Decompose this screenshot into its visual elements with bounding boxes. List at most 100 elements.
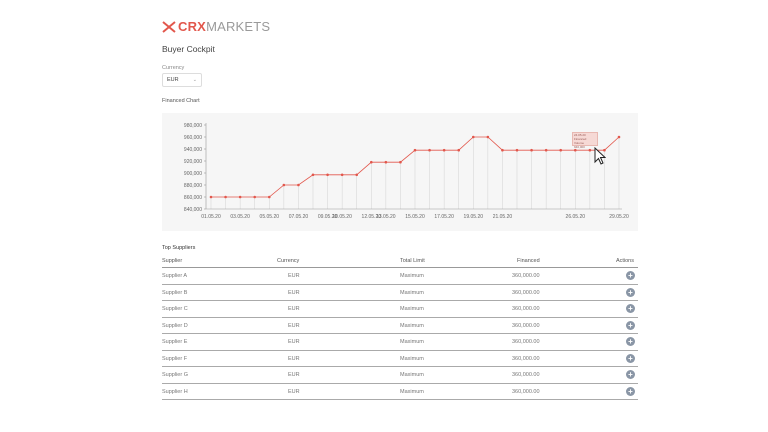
data-point [340, 173, 344, 177]
cell-supplier: Supplier D [162, 322, 188, 329]
cell-currency: EUR [288, 355, 300, 362]
x-tick-label: 03.05.20 [230, 214, 250, 220]
add-action-button[interactable]: + [626, 353, 635, 363]
cell-currency: EUR [288, 322, 300, 329]
cell-financed: 360,000.00 [512, 355, 540, 362]
x-tick-label: 09.05.20 [318, 214, 338, 220]
y-tick-label: 940,000 [184, 147, 202, 153]
cell-supplier: Supplier C [162, 306, 188, 312]
page-title: Buyer Cockpit [162, 44, 215, 54]
brand-name-part2: MARKETS [206, 19, 271, 34]
cell-total-limit: Maximum [400, 355, 424, 362]
table-row: Supplier D EUR Maximum 360,000.00 + [162, 318, 638, 334]
currency-select-value: EUR [167, 77, 179, 83]
x-tick-label: 12.05.20 [362, 214, 382, 220]
cell-currency: EUR [288, 273, 300, 279]
x-tick-label: 05.05.20 [260, 214, 280, 220]
brand-logo[interactable]: CRXMARKETS [162, 19, 270, 35]
table-body: Supplier A EUR Maximum 360,000.00 + Supplier … [162, 268, 638, 400]
table-row: Supplier C EUR Maximum 360,000.00 + [162, 301, 638, 318]
x-tick-label: 17.05.20 [434, 214, 454, 220]
cell-total-limit: Maximum [400, 339, 424, 345]
x-tick-label: 21.05.20 [493, 214, 513, 220]
data-point [238, 195, 242, 199]
data-point [457, 148, 461, 152]
suppliers-table: Supplier Currency Total Limit Financed A… [162, 255, 638, 400]
cell-total-limit: Maximum [400, 388, 424, 395]
data-point [326, 173, 329, 177]
tooltip-date: 24.05.20 [574, 133, 586, 137]
cell-total-limit: Maximum [400, 273, 424, 279]
data-point [209, 195, 213, 199]
cell-supplier: Supplier E [162, 339, 188, 345]
add-action-button[interactable]: + [626, 386, 635, 396]
table-row: Supplier E EUR Maximum 360,000.00 + [162, 334, 638, 351]
add-action-button[interactable]: + [626, 287, 635, 297]
cell-currency: EUR [288, 339, 300, 345]
data-point [530, 148, 533, 152]
header-total-limit: Total Limit [400, 258, 425, 264]
data-point [311, 173, 315, 177]
chart-title: Financed Chart [162, 98, 200, 104]
data-point [399, 160, 402, 164]
cell-financed: 360,000.00 [512, 289, 540, 296]
cell-financed: 360,000.00 [512, 273, 540, 279]
table-row: Supplier B EUR Maximum 360,000.00 + [162, 285, 638, 301]
data-point [224, 195, 227, 199]
data-point [501, 148, 504, 152]
header-actions: Actions [615, 258, 634, 264]
add-action-button[interactable]: + [626, 271, 635, 280]
suppliers-title: Top Suppliers [162, 245, 196, 251]
cell-supplier: Supplier H [162, 388, 188, 395]
header-supplier: Supplier [162, 258, 183, 264]
data-point [573, 148, 577, 152]
add-action-button[interactable]: + [626, 337, 635, 346]
y-tick-label: 880,000 [184, 183, 202, 189]
cell-financed: 360,000.00 [512, 322, 540, 329]
data-point [617, 135, 621, 139]
data-point [267, 195, 271, 199]
x-tick-label: 10.05.20 [332, 214, 352, 220]
y-tick-label: 960,000 [184, 135, 202, 141]
cell-supplier: Supplier F [162, 355, 188, 362]
x-tick-label: 13.05.20 [376, 214, 396, 220]
y-tick-label: 900,000 [184, 171, 202, 177]
cell-supplier: Supplier A [162, 273, 188, 279]
cell-financed: 360,000.00 [512, 339, 540, 345]
table-row: Supplier F EUR Maximum 360,000.00 + [162, 351, 638, 367]
cell-financed: 360,000.00 [512, 388, 540, 395]
add-action-button[interactable]: + [626, 304, 635, 313]
add-action-button[interactable]: + [626, 370, 635, 379]
data-point [253, 195, 257, 199]
x-tick-label: 01.05.20 [201, 214, 221, 220]
tooltip-label: Financed Volume [574, 137, 587, 145]
x-tick-label: 29.05.20 [609, 214, 629, 220]
currency-select[interactable]: EUR ⌄ [162, 73, 202, 87]
cell-currency: EUR [288, 289, 300, 296]
chart-tooltip: 24.05.20 Financed Volume 940,000 [572, 132, 598, 149]
x-tick-label: 15.05.20 [405, 214, 425, 220]
cell-supplier: Supplier G [162, 372, 188, 378]
data-point [282, 183, 286, 187]
y-tick-label: 860,000 [184, 195, 202, 201]
header-financed: Financed [517, 258, 540, 264]
table-row: Supplier A EUR Maximum 360,000.00 + [162, 268, 638, 285]
add-action-button[interactable]: + [626, 320, 635, 330]
tooltip-value: 940,000 [574, 145, 585, 149]
cell-total-limit: Maximum [400, 372, 424, 378]
y-tick-label: 980,000 [184, 123, 202, 129]
data-point [428, 148, 431, 152]
cell-currency: EUR [288, 372, 300, 378]
data-point [486, 135, 490, 139]
currency-label: Currency [162, 65, 185, 71]
data-point [515, 148, 519, 152]
data-point [413, 148, 417, 152]
cell-total-limit: Maximum [400, 322, 424, 329]
crx-logo-icon [162, 21, 176, 33]
y-tick-label: 920,000 [184, 159, 202, 165]
header-currency: Currency [277, 258, 300, 264]
x-tick-label: 19.05.20 [464, 214, 484, 220]
cell-currency: EUR [288, 388, 300, 395]
cell-financed: 360,000.00 [512, 372, 540, 378]
mouse-cursor-icon [594, 147, 606, 165]
